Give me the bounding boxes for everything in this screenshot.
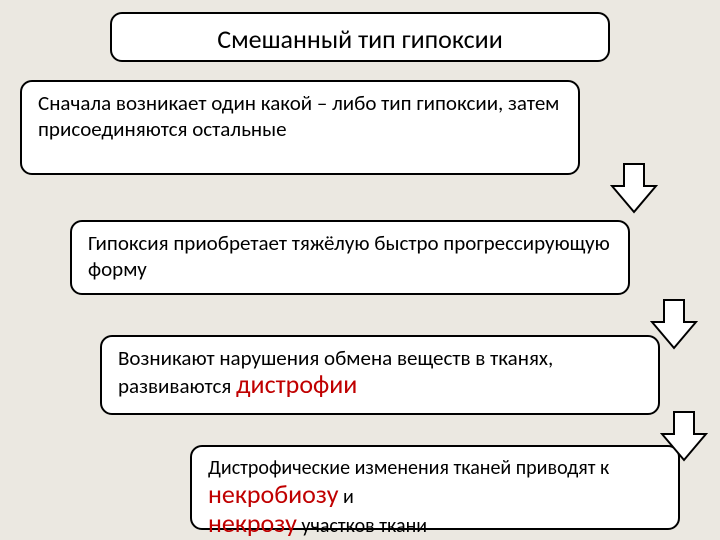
step1-text: Сначала возникает один какой – либо тип … [38,90,559,142]
title-text: Смешанный тип гипоксии [217,23,503,55]
step-box-2: Гипоксия приобретает тяжёлую быстро прог… [70,220,630,295]
step4-highlight2: некрозу [208,507,297,539]
arrow-1-icon [610,162,658,214]
step4-text-part3: участков ткани [297,514,427,538]
step3-highlight: дистрофии [236,368,357,400]
step-box-4: Дистрофические изменения тканей приводят… [190,445,680,530]
step4-text-part2: и [339,485,354,509]
step4-text-part1: Дистрофические изменения тканей приводят… [208,456,609,480]
step2-text: Гипоксия приобретает тяжёлую быстро прог… [88,230,610,282]
arrow-3-icon [660,410,708,462]
title-box: Смешанный тип гипоксии [110,12,610,62]
step-box-3: Возникают нарушения обмена веществ в тка… [100,335,660,415]
arrow-2-icon [650,298,698,350]
step4-highlight1: некробиозу [208,478,339,510]
step-box-1: Сначала возникает один какой – либо тип … [20,80,580,175]
